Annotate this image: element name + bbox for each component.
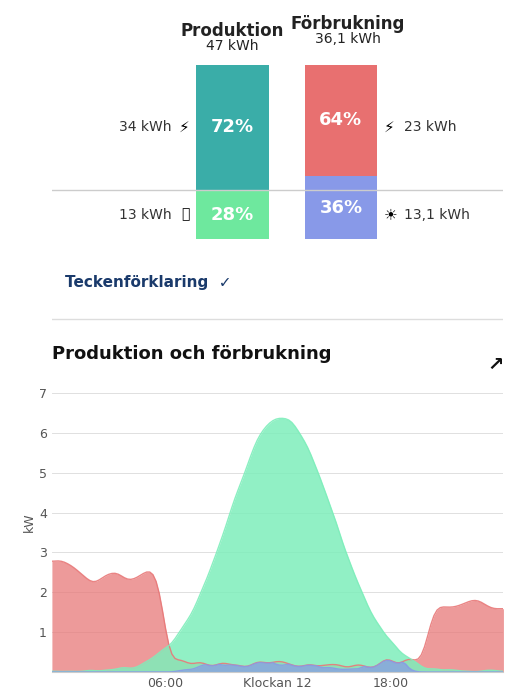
- Text: ↗: ↗: [487, 355, 503, 374]
- Text: 36%: 36%: [319, 199, 362, 216]
- Text: ⚡: ⚡: [179, 120, 189, 135]
- Text: Delade grafer: Delade grafer: [330, 403, 438, 417]
- FancyBboxPatch shape: [196, 64, 269, 190]
- Text: 13 kWh: 13 kWh: [119, 208, 172, 222]
- Text: 64%: 64%: [319, 111, 362, 130]
- FancyBboxPatch shape: [305, 176, 377, 239]
- Y-axis label: kW: kW: [23, 512, 36, 532]
- Text: 28%: 28%: [211, 206, 254, 223]
- Text: Teckenförklaring  ✓: Teckenförklaring ✓: [65, 275, 232, 290]
- Text: Förbrukning: Förbrukning: [291, 15, 405, 33]
- Text: Produktion: Produktion: [181, 22, 284, 40]
- Text: Produktion och förbrukning: Produktion och förbrukning: [52, 345, 332, 363]
- Text: 36,1 kWh: 36,1 kWh: [315, 32, 380, 46]
- Text: 34 kWh: 34 kWh: [119, 120, 172, 134]
- Text: 72%: 72%: [211, 118, 254, 136]
- Text: 47 kWh: 47 kWh: [206, 39, 259, 53]
- Text: 🏠: 🏠: [181, 208, 189, 222]
- FancyBboxPatch shape: [305, 64, 377, 176]
- Text: 23 kWh: 23 kWh: [404, 120, 457, 134]
- Text: ☀: ☀: [384, 207, 398, 222]
- Text: 13,1 kWh: 13,1 kWh: [404, 208, 470, 222]
- Text: ⚡: ⚡: [384, 120, 394, 135]
- FancyBboxPatch shape: [196, 190, 269, 239]
